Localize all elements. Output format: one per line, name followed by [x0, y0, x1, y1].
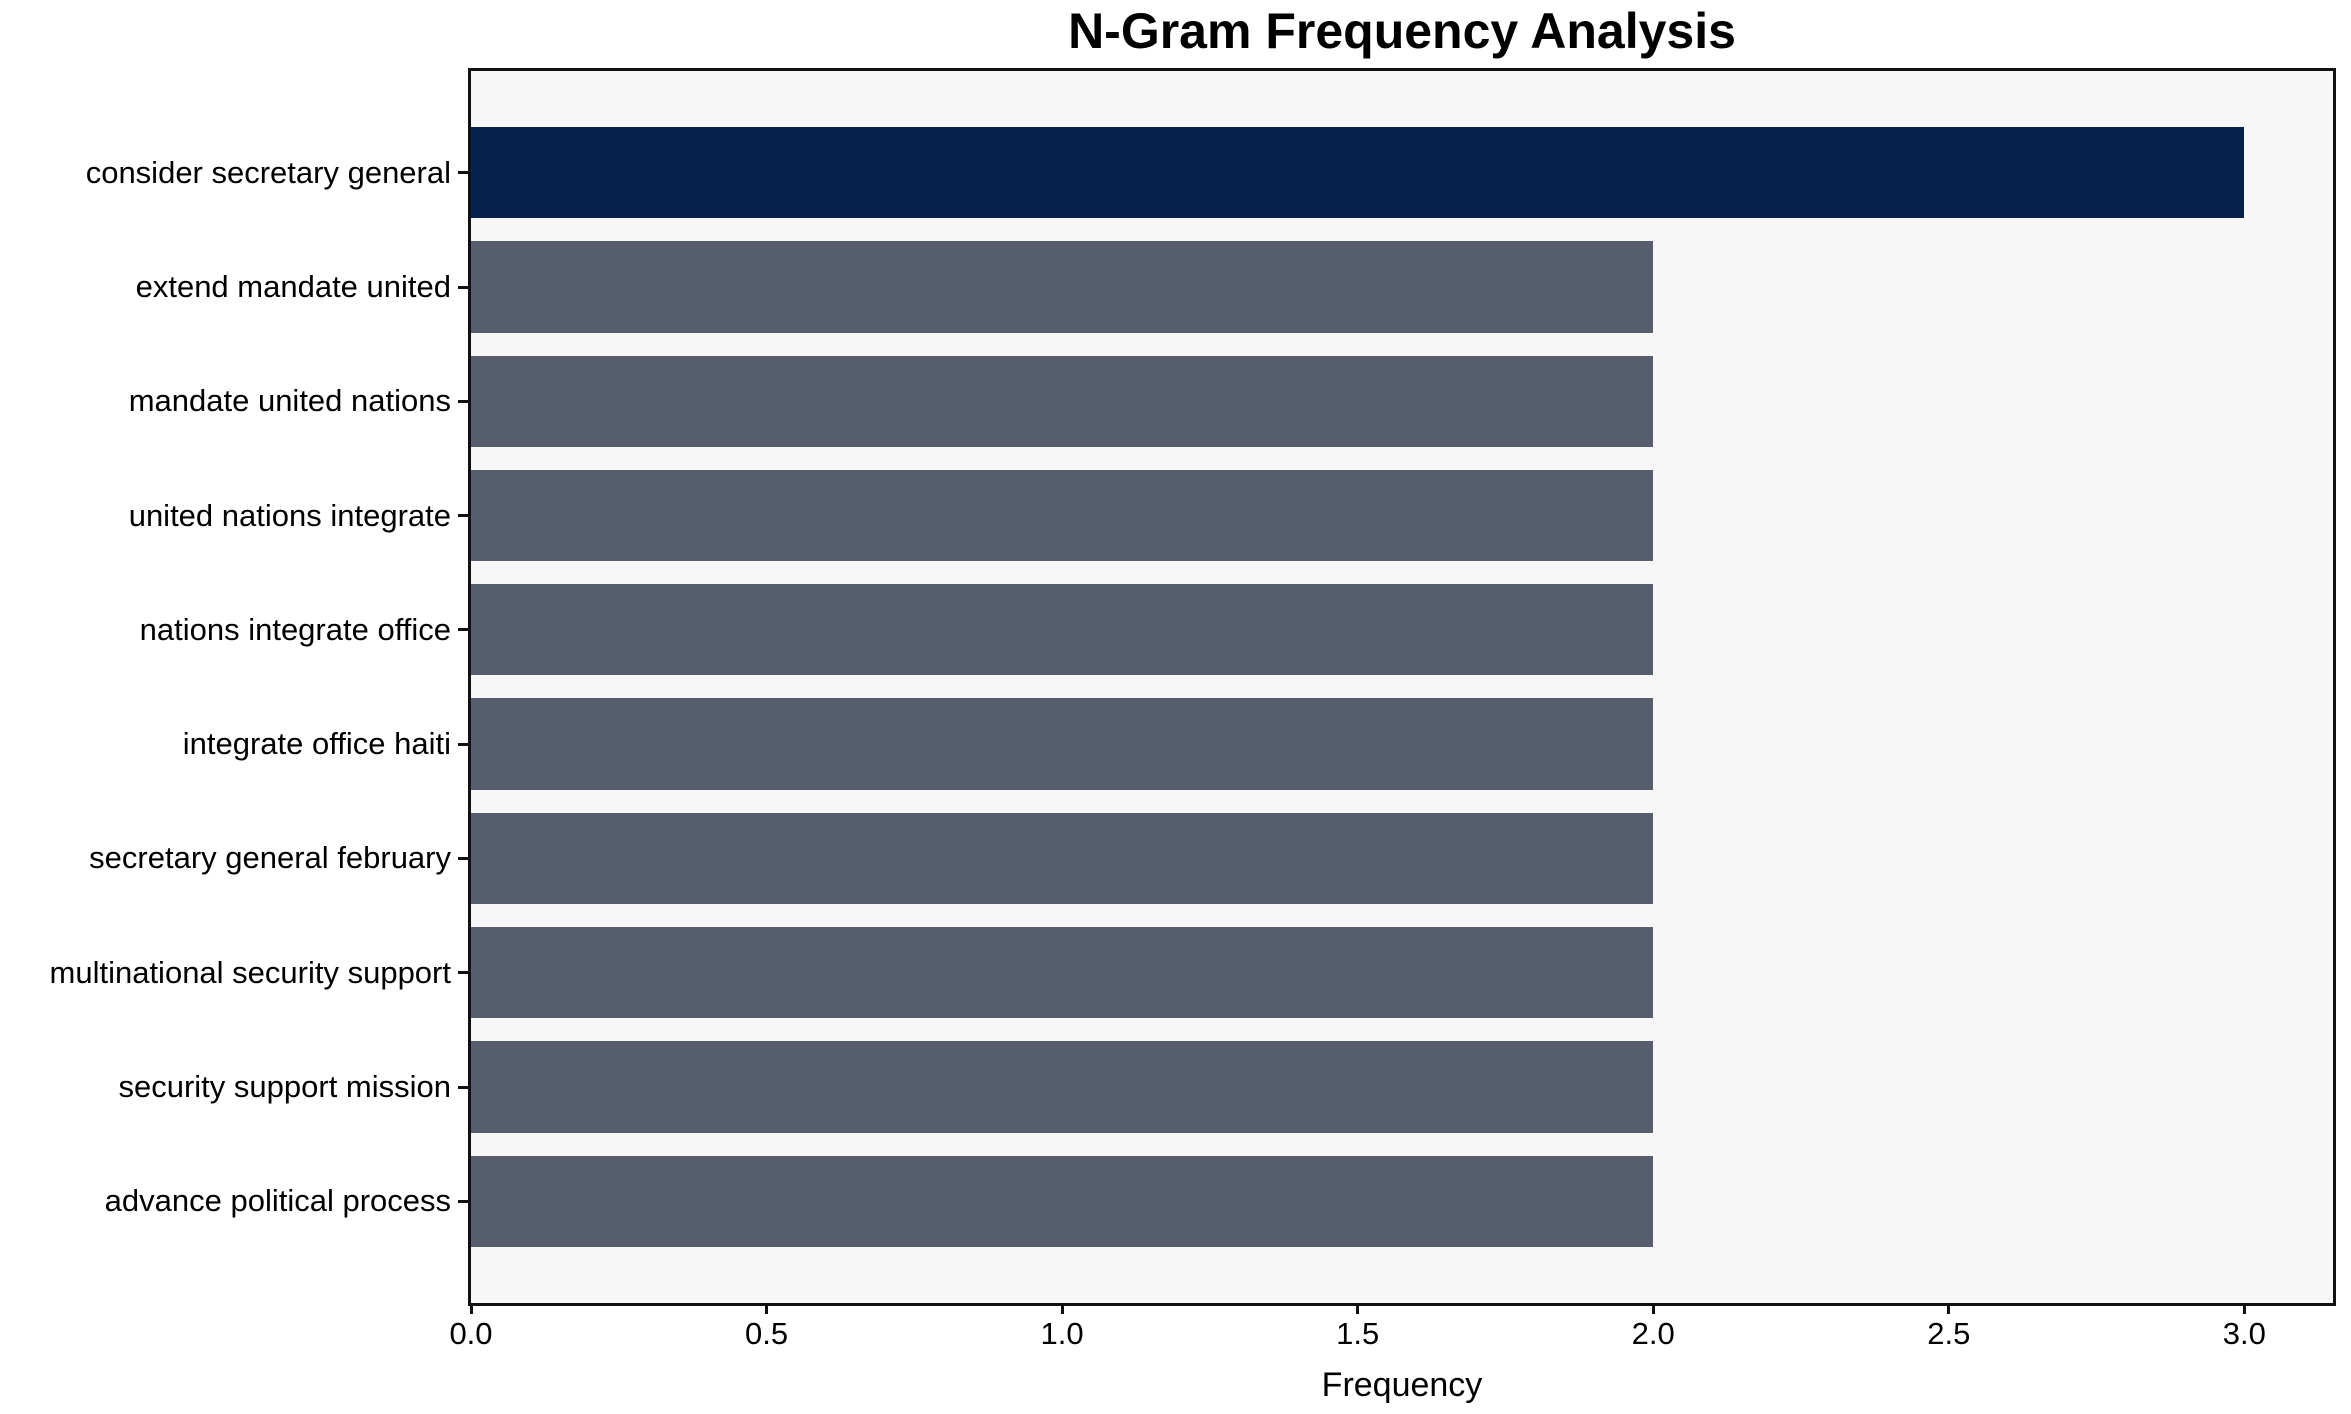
bar-consider-secretary-general	[471, 127, 2245, 219]
y-tick-mark	[458, 1085, 471, 1089]
y-tick-label: multinational security support	[49, 954, 451, 990]
x-tick-mark	[1356, 1303, 1360, 1314]
y-tick-mark	[458, 742, 471, 746]
x-tick-mark	[2242, 1303, 2246, 1314]
y-tick-mark	[458, 628, 471, 632]
bar-advance-political-process	[471, 1155, 1654, 1247]
y-tick-label: security support mission	[118, 1069, 451, 1104]
x-tick-label: 2.0	[1631, 1316, 1675, 1351]
y-tick-label: consider secretary general	[85, 154, 451, 190]
bar-mandate-united-nations	[471, 355, 1654, 447]
y-tick-label: extend mandate united	[135, 269, 451, 304]
y-tick-mark	[458, 171, 471, 175]
x-tick-label: 0.0	[449, 1316, 493, 1351]
bar-secretary-general-february	[471, 812, 1654, 905]
x-tick-mark	[469, 1303, 473, 1314]
y-tick-label: mandate united nations	[128, 383, 451, 419]
y-tick-label: advance political process	[104, 1183, 451, 1219]
x-axis-title: Frequency	[1321, 1366, 1483, 1404]
y-tick-mark	[458, 399, 471, 403]
x-tick-mark	[1651, 1303, 1655, 1314]
x-tick-label: 1.5	[1336, 1316, 1380, 1351]
y-tick-mark	[458, 514, 471, 518]
chart-title: N-Gram Frequency Analysis	[1068, 3, 1736, 59]
x-tick-mark	[1947, 1303, 1951, 1314]
y-tick-mark	[458, 285, 471, 289]
bar-extend-mandate-united	[471, 241, 1654, 333]
x-tick-mark	[765, 1303, 769, 1314]
y-tick-label: nations integrate office	[139, 611, 451, 647]
x-tick-label: 3.0	[2222, 1316, 2266, 1351]
y-tick-mark	[458, 971, 471, 975]
y-tick-label: united nations integrate	[128, 497, 451, 533]
y-tick-label: integrate office haiti	[182, 726, 451, 762]
x-tick-label: 1.0	[1040, 1316, 1084, 1351]
x-tick-label: 2.5	[1927, 1316, 1971, 1351]
bar-nations-integrate-office	[471, 584, 1654, 676]
x-tick-mark	[1060, 1303, 1064, 1314]
y-tick-mark	[458, 856, 471, 860]
bar-security-support-mission	[471, 1041, 1654, 1133]
bar-integrate-office-haiti	[471, 698, 1654, 790]
bar-multinational-security-support	[471, 927, 1654, 1019]
y-tick-mark	[458, 1199, 471, 1203]
x-tick-label: 0.5	[745, 1316, 789, 1351]
bar-united-nations-integrate	[471, 469, 1654, 562]
y-tick-label: secretary general february	[89, 840, 451, 876]
